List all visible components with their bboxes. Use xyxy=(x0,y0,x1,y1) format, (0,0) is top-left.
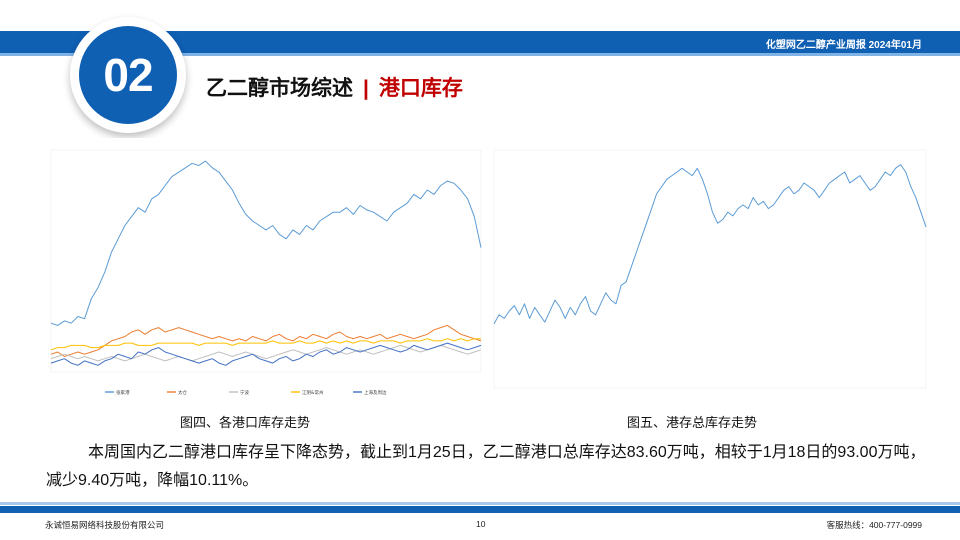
legend-label-3: 江阴&常州 xyxy=(302,389,324,396)
header-band-accent xyxy=(0,53,960,56)
port-chart-series-4 xyxy=(50,342,482,366)
footer-hotline: 客服热线：400-777-0999 xyxy=(826,520,922,530)
footer-band xyxy=(0,506,960,513)
figure-caption-left: 图四、各港口库存走势 xyxy=(180,415,311,430)
port-chart-plot-area xyxy=(50,149,482,373)
port-chart-series-3 xyxy=(50,338,481,351)
header-band xyxy=(0,31,960,53)
page-number: 10 xyxy=(476,519,486,529)
total-chart-series-0 xyxy=(493,164,927,325)
header-report-label: 化塑网乙二醇产业周报 2024年01月 xyxy=(765,40,922,51)
port-chart-series-1 xyxy=(50,324,482,357)
total-port-inventory-chart-svg xyxy=(493,149,927,389)
footer-company: 永诚恒易网络科技股份有限公司 xyxy=(45,520,165,530)
summary-paragraph: 本周国内乙二醇港口库存呈下降态势，截止到1月25日，乙二醇港口总库存达83.60… xyxy=(46,444,926,489)
port-inventory-chart: 张家港 太仓 宁波 江阴&常州 上海及周边 xyxy=(43,138,485,402)
figure-caption-right: 图五、港存总库存走势 xyxy=(627,415,758,430)
section-number-badge: 02 xyxy=(79,26,177,124)
legend-label-0: 张家港 xyxy=(116,389,130,396)
port-chart-series-0 xyxy=(50,160,482,326)
total-chart-plot-area xyxy=(493,149,927,389)
page-title-sub: 港口库存 xyxy=(378,77,463,100)
footer-band-accent xyxy=(0,502,960,505)
port-inventory-chart-svg: 张家港 太仓 宁波 江阴&常州 上海及周边 xyxy=(50,149,482,396)
legend-label-2: 宁波 xyxy=(240,389,249,396)
legend-label-4: 上海及周边 xyxy=(364,389,387,396)
page-title: 乙二醇市场综述 | 港口库存 xyxy=(206,72,463,102)
page-title-main: 乙二醇市场综述 xyxy=(206,77,353,100)
total-port-inventory-chart xyxy=(488,138,936,402)
port-chart-series-2 xyxy=(50,344,482,362)
page-title-separator: | xyxy=(363,77,369,100)
legend-label-1: 太仓 xyxy=(178,389,187,396)
